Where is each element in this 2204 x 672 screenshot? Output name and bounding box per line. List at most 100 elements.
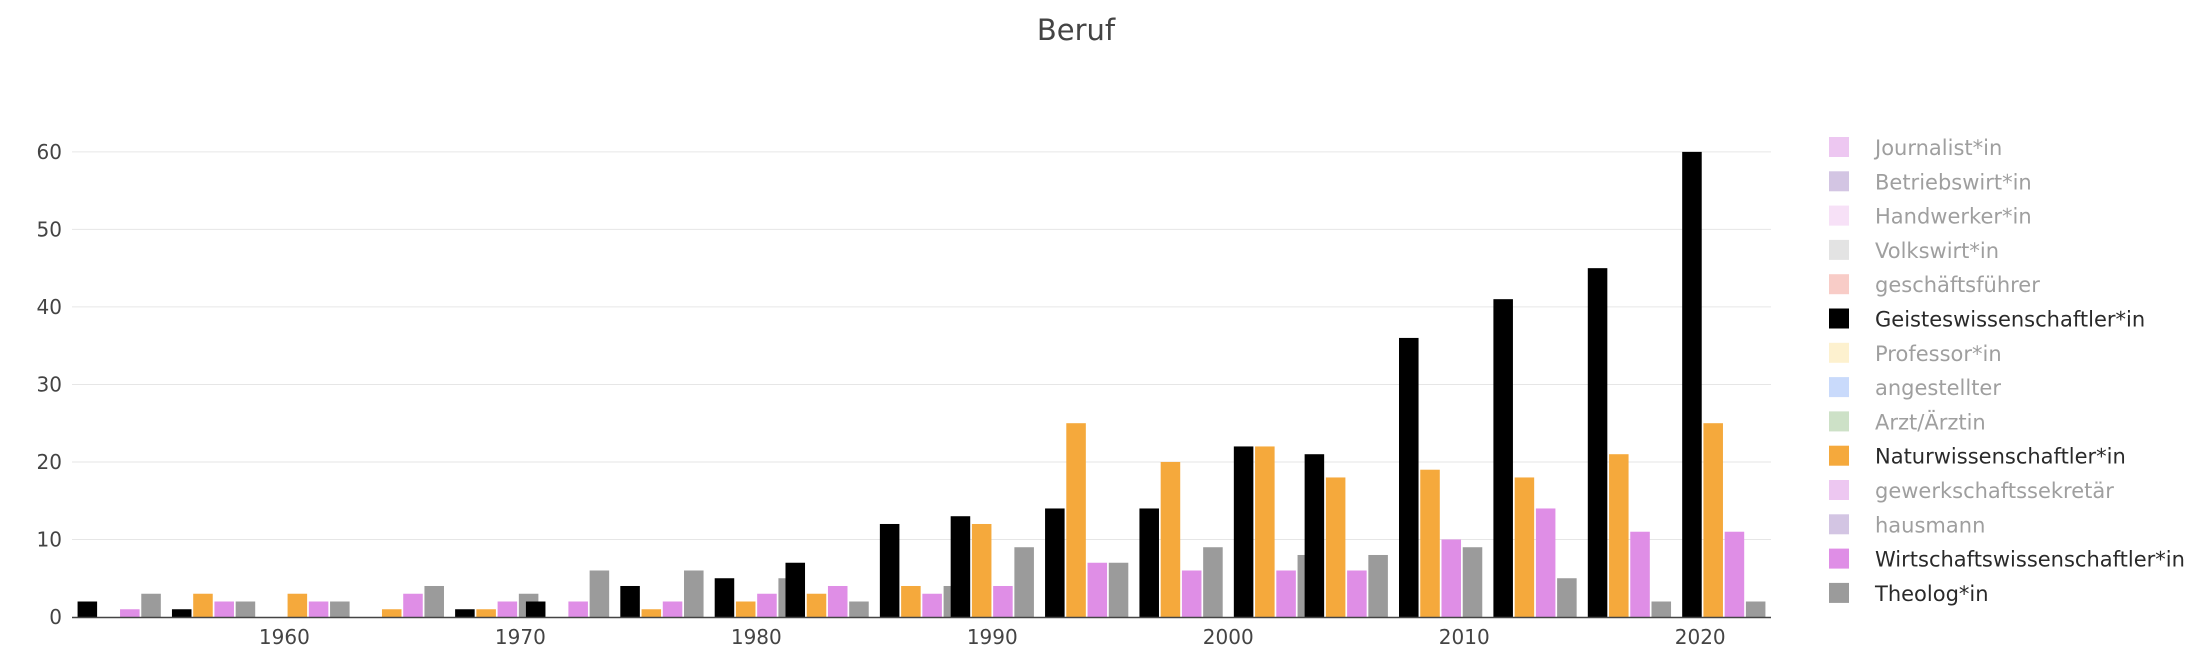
bar[interactable] bbox=[1325, 477, 1346, 617]
x-tick-label: 1960 bbox=[259, 625, 310, 649]
bar[interactable] bbox=[1724, 531, 1745, 617]
grid bbox=[72, 151, 1771, 540]
bar[interactable] bbox=[1087, 562, 1108, 617]
legend-swatch bbox=[1829, 239, 1849, 260]
bar[interactable] bbox=[1368, 554, 1388, 617]
bar[interactable] bbox=[497, 601, 518, 618]
bar[interactable] bbox=[641, 609, 662, 617]
legend-item[interactable]: Betriebswirt*in bbox=[1829, 170, 2032, 194]
bar[interactable] bbox=[1276, 570, 1296, 617]
bar[interactable] bbox=[141, 593, 161, 617]
legend-label: Handwerker*in bbox=[1875, 205, 2032, 229]
bar[interactable] bbox=[806, 593, 827, 617]
bar[interactable] bbox=[193, 593, 213, 617]
bar[interactable] bbox=[171, 609, 192, 617]
legend-label: gewerkschaftssekretär bbox=[1875, 479, 2114, 503]
bar[interactable] bbox=[1514, 477, 1535, 617]
legend-item[interactable]: Professor*in bbox=[1829, 342, 2002, 366]
bar[interactable] bbox=[1045, 508, 1065, 617]
bar[interactable] bbox=[568, 601, 588, 618]
bar[interactable] bbox=[714, 578, 735, 617]
bar[interactable] bbox=[403, 593, 423, 617]
bar[interactable] bbox=[455, 609, 475, 617]
bar[interactable] bbox=[1203, 547, 1223, 617]
bar[interactable] bbox=[1399, 337, 1419, 617]
bar[interactable] bbox=[330, 601, 350, 618]
legend-item[interactable]: angestellter bbox=[1829, 376, 2001, 400]
bar[interactable] bbox=[971, 523, 992, 617]
bar[interactable] bbox=[214, 601, 234, 618]
bar[interactable] bbox=[735, 601, 756, 618]
bar[interactable] bbox=[1745, 601, 1766, 618]
legend-item[interactable]: Handwerker*in bbox=[1829, 205, 2032, 229]
bar[interactable] bbox=[120, 609, 140, 617]
bar[interactable] bbox=[1066, 423, 1086, 617]
bar[interactable] bbox=[525, 601, 546, 618]
bar[interactable] bbox=[424, 585, 444, 617]
bar[interactable] bbox=[235, 601, 256, 618]
legend-label: Theolog*in bbox=[1874, 582, 1989, 606]
legend-swatch bbox=[1829, 377, 1849, 398]
bar[interactable] bbox=[1630, 531, 1650, 617]
bar[interactable] bbox=[287, 593, 308, 617]
bar[interactable] bbox=[1181, 570, 1202, 617]
bar[interactable] bbox=[1462, 547, 1483, 617]
bar[interactable] bbox=[476, 609, 496, 617]
bar[interactable] bbox=[1441, 539, 1462, 617]
bar[interactable] bbox=[684, 570, 704, 617]
legend-item[interactable]: Geisteswissenschaftler*in bbox=[1829, 308, 2145, 332]
bar[interactable] bbox=[77, 601, 98, 618]
x-tick-label: 1980 bbox=[731, 625, 782, 649]
x-tick-labels: 1960 1970 1980 1990 2000 2010 2020 bbox=[259, 625, 1726, 649]
bar[interactable] bbox=[1139, 508, 1159, 617]
bar[interactable] bbox=[620, 585, 640, 617]
legend-item[interactable]: Arzt/Ärztin bbox=[1829, 409, 1986, 434]
bar[interactable] bbox=[1233, 446, 1254, 617]
legend-item[interactable]: Wirtschaftswissenschaftler*in bbox=[1829, 548, 2185, 572]
bar[interactable] bbox=[827, 585, 848, 617]
bar[interactable] bbox=[1609, 454, 1629, 617]
bar[interactable] bbox=[1108, 562, 1129, 617]
legend-item[interactable]: hausmann bbox=[1829, 513, 1985, 537]
x-tick-label: 1970 bbox=[495, 625, 546, 649]
legend-item[interactable]: gewerkschaftssekretär bbox=[1829, 479, 2114, 503]
legend-label: Geisteswissenschaftler*in bbox=[1875, 308, 2145, 332]
legend-item[interactable]: Naturwissenschaftler*in bbox=[1829, 445, 2126, 469]
bar[interactable] bbox=[993, 585, 1013, 617]
legend-item[interactable]: Theolog*in bbox=[1829, 582, 1989, 606]
legend-label: Professor*in bbox=[1875, 342, 2002, 366]
bar[interactable] bbox=[1014, 547, 1034, 617]
bar[interactable] bbox=[1493, 299, 1513, 617]
bar[interactable] bbox=[1651, 601, 1672, 618]
bar[interactable] bbox=[308, 601, 329, 618]
bars bbox=[77, 151, 1766, 618]
legend-item[interactable]: Journalist*in bbox=[1829, 136, 2002, 160]
legend-item[interactable]: Volkswirt*in bbox=[1829, 239, 1999, 263]
bar[interactable] bbox=[589, 570, 610, 617]
bar[interactable] bbox=[757, 593, 777, 617]
bar[interactable] bbox=[1682, 151, 1702, 617]
legend-label: hausmann bbox=[1875, 513, 1985, 537]
bar[interactable] bbox=[1255, 446, 1275, 617]
bar[interactable] bbox=[922, 593, 942, 617]
bar[interactable] bbox=[1535, 508, 1556, 617]
bar[interactable] bbox=[1557, 578, 1577, 617]
bar[interactable] bbox=[1347, 570, 1367, 617]
bar[interactable] bbox=[950, 516, 971, 617]
bar[interactable] bbox=[662, 601, 683, 618]
legend[interactable]: Journalist*in Betriebswirt*in Handwerker*i… bbox=[1829, 136, 2185, 606]
x-tick-label: 2010 bbox=[1439, 625, 1490, 649]
bar[interactable] bbox=[901, 585, 921, 617]
bar[interactable] bbox=[879, 523, 900, 617]
legend-item[interactable]: geschäftsführer bbox=[1829, 273, 2040, 297]
legend-swatch bbox=[1829, 514, 1849, 535]
bar[interactable] bbox=[1160, 461, 1181, 617]
bar[interactable] bbox=[1587, 268, 1608, 617]
bar[interactable] bbox=[785, 562, 806, 617]
y-tick-label: 20 bbox=[37, 450, 62, 474]
bar[interactable] bbox=[1304, 454, 1325, 617]
bar[interactable] bbox=[381, 609, 402, 617]
bar[interactable] bbox=[849, 601, 869, 618]
bar[interactable] bbox=[1703, 423, 1723, 617]
bar[interactable] bbox=[1420, 469, 1440, 617]
